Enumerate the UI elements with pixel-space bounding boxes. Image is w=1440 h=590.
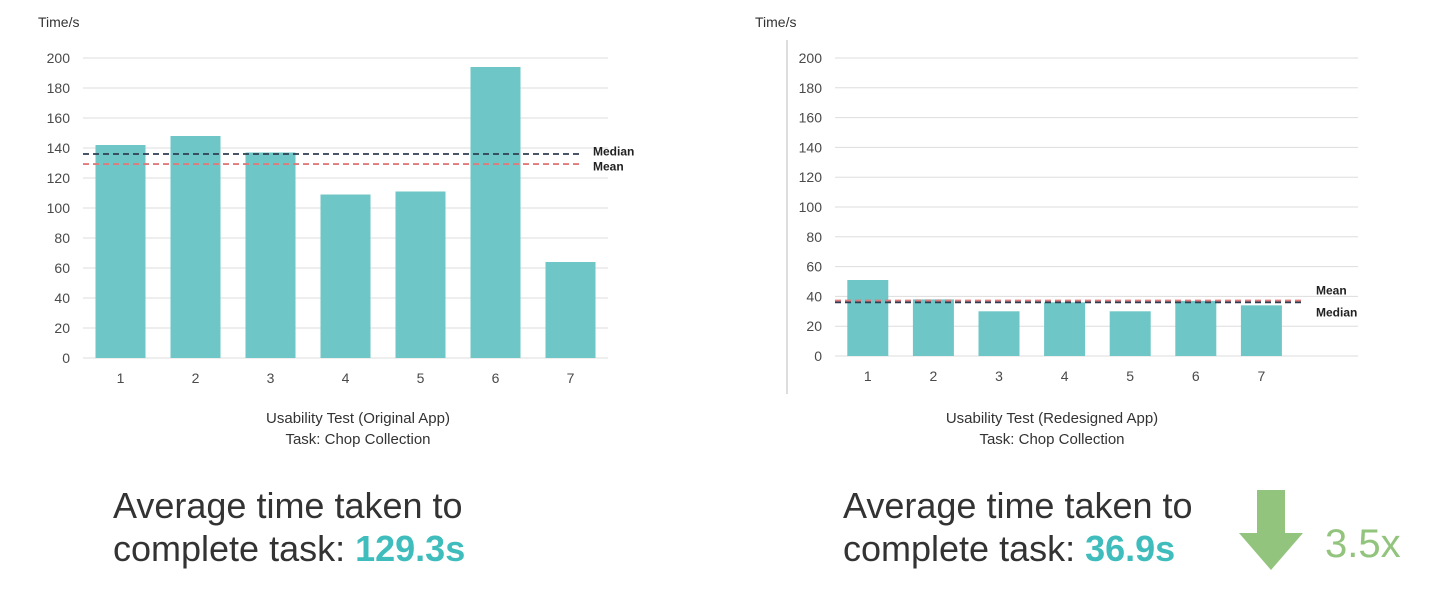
y-tick-label: 200 <box>47 50 71 66</box>
x-tick-label: 4 <box>1061 368 1069 384</box>
summary-line1: Average time taken to <box>843 485 1193 526</box>
y-tick-label: 180 <box>799 80 823 96</box>
y-tick-label: 100 <box>799 199 823 215</box>
x-tick-label: 7 <box>567 370 575 386</box>
chart-xlabel: Usability Test (Redesigned App) <box>945 410 1159 427</box>
chart-subtitle: Task: Chop Collection <box>979 431 1125 448</box>
x-tick-label: 4 <box>342 370 350 386</box>
y-tick-label: 100 <box>47 200 71 216</box>
x-tick-label: 5 <box>417 370 425 386</box>
chart-caption-redesigned: Usability Test (Redesigned App) Task: Ch… <box>902 408 1202 450</box>
x-tick-label: 7 <box>1258 368 1266 384</box>
summary-line2: complete task: <box>113 528 356 569</box>
bar <box>1175 300 1217 356</box>
y-tick-label: 120 <box>799 169 823 185</box>
y-tick-label: 80 <box>806 229 822 245</box>
y-tick-label: 20 <box>806 318 822 334</box>
y-tick-label: 40 <box>806 288 822 304</box>
reference-line-label: Median <box>1316 305 1357 319</box>
reduction-factor: 3.5x <box>1325 522 1401 566</box>
x-tick-label: 2 <box>930 368 938 384</box>
x-tick-label: 6 <box>492 370 500 386</box>
x-tick-label: 1 <box>864 368 872 384</box>
x-tick-label: 3 <box>267 370 275 386</box>
summary-line1: Average time taken to <box>113 485 463 526</box>
bar <box>470 67 521 358</box>
bar <box>320 194 371 358</box>
y-tick-label: 160 <box>47 110 71 126</box>
reference-line-label: Mean <box>1316 283 1347 297</box>
y-tick-label: 140 <box>47 140 71 156</box>
x-tick-label: 3 <box>995 368 1003 384</box>
y-tick-label: 180 <box>47 80 71 96</box>
y-tick-label: 160 <box>799 110 823 126</box>
chart-xlabel: Usability Test (Original App) <box>266 410 450 427</box>
x-tick-label: 6 <box>1192 368 1200 384</box>
summary-value: 36.9s <box>1085 528 1176 569</box>
y-axis-label: Time/s <box>755 14 796 30</box>
bar <box>1044 302 1086 356</box>
y-tick-label: 20 <box>54 320 70 336</box>
arrow-down-icon <box>1239 490 1303 570</box>
bar <box>847 280 889 356</box>
summary-value: 129.3s <box>355 528 466 569</box>
x-tick-label: 1 <box>117 370 125 386</box>
bar <box>1109 311 1151 356</box>
summary-original: Average time taken to complete task: 129… <box>113 484 465 570</box>
y-tick-label: 120 <box>47 170 71 186</box>
chart-caption-original: Usability Test (Original App) Task: Chop… <box>208 408 508 450</box>
summary-line2: complete task: <box>843 528 1086 569</box>
reference-line-label: Mean <box>593 160 624 174</box>
y-axis-label: Time/s <box>38 14 79 30</box>
x-tick-label: 2 <box>192 370 200 386</box>
x-tick-label: 5 <box>1126 368 1134 384</box>
y-tick-label: 0 <box>814 348 822 364</box>
bar <box>545 262 596 358</box>
y-tick-label: 40 <box>54 290 70 306</box>
summary-redesigned: Average time taken to complete task: 36.… <box>843 484 1193 570</box>
y-tick-label: 60 <box>806 259 822 275</box>
bar <box>170 136 221 358</box>
bar <box>395 191 446 358</box>
bar <box>95 145 146 358</box>
bar <box>978 311 1020 356</box>
y-tick-label: 200 <box>799 50 823 66</box>
bar <box>245 152 296 358</box>
chart-subtitle: Task: Chop Collection <box>285 431 431 448</box>
bar <box>912 299 954 356</box>
reference-line-label: Median <box>593 145 634 159</box>
y-tick-label: 60 <box>54 260 70 276</box>
arrow-down-shape <box>1239 490 1303 570</box>
y-tick-label: 0 <box>62 350 70 366</box>
bar <box>1240 305 1282 356</box>
y-tick-label: 80 <box>54 230 70 246</box>
y-tick-label: 140 <box>799 139 823 155</box>
